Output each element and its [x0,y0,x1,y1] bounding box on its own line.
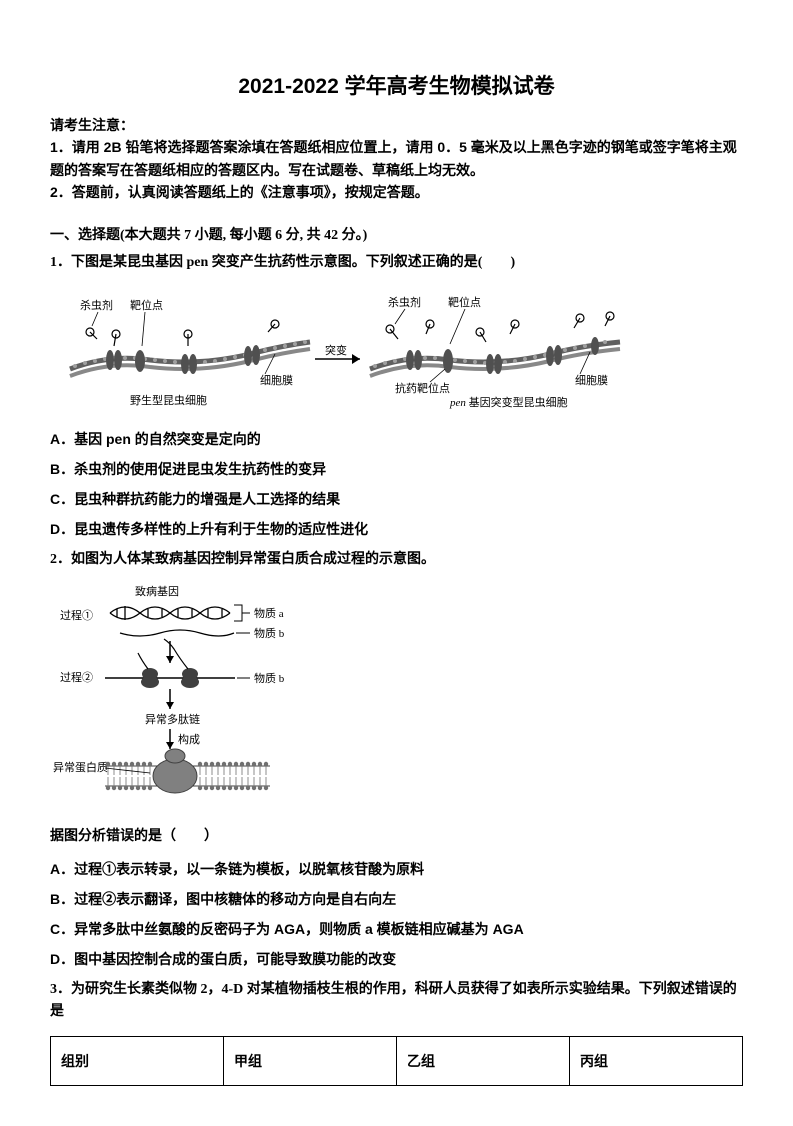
table-header-2: 乙组 [397,1036,570,1085]
svg-text:细胞膜: 细胞膜 [575,374,608,387]
svg-text:过程②: 过程② [60,671,93,684]
q2-option-c: C．异常多肽中丝氨酸的反密码子为 AGA，则物质 a 模板链相应碱基为 AGA [50,919,743,939]
svg-text:野生型昆虫细胞: 野生型昆虫细胞 [130,393,207,407]
svg-text:致病基因: 致病基因 [135,584,179,598]
svg-text:物质 b: 物质 b [254,671,285,685]
svg-text:抗药靶位点: 抗药靶位点 [395,381,450,395]
table-header-3: 丙组 [570,1036,743,1085]
notice-item-2: 2．答题前，认真阅读答题纸上的《注意事项》，按规定答题。 [50,181,743,203]
q3-table: 组别 甲组 乙组 丙组 [50,1036,743,1086]
q2-followup: 据图分析错误的是（ ） [50,826,743,848]
q1-option-d: D．昆虫遗传多样性的上升有利于生物的适应性进化 [50,519,743,539]
table-header-1: 甲组 [224,1036,397,1085]
q1-option-c: C．昆虫种群抗药能力的增强是人工选择的结果 [50,489,743,509]
svg-text:异常蛋白质: 异常蛋白质 [53,760,108,774]
svg-text:杀虫剂: 杀虫剂 [388,295,421,309]
notice-heading: 请考生注意： [50,114,743,136]
svg-text:过程①: 过程① [60,609,93,622]
section-1-heading: 一、选择题(本大题共 7 小题, 每小题 6 分, 共 42 分。) [50,224,743,244]
q2-stem: 2．如图为人体某致病基因控制异常蛋白质合成过程的示意图。 [50,549,743,571]
svg-text:细胞膜: 细胞膜 [260,374,293,387]
table-row: 组别 甲组 乙组 丙组 [51,1036,743,1085]
q1-option-b: B．杀虫剂的使用促进昆虫发生抗药性的变异 [50,459,743,479]
q1-option-a: A．基因 pen 的自然突变是定向的 [50,429,743,449]
svg-text:异常多肽链: 异常多肽链 [145,712,200,726]
svg-text:物质 a: 物质 a [254,606,284,620]
notice-item-1: 1．请用 2B 铅笔将选择题答案涂填在答题纸相应位置上，请用 0．5 毫米及以上… [50,136,743,181]
svg-text:突变: 突变 [325,343,347,357]
q1-stem: 1．下图是某昆虫基因 pen 突变产生抗药性示意图。下列叙述正确的是( ) [50,252,743,274]
q1-figure: 杀虫剂 靶位点 细胞膜 野生型昆虫细胞 突变 [50,284,743,419]
svg-text:靶位点: 靶位点 [130,298,163,312]
svg-text:构成: 构成 [178,732,200,746]
svg-text:靶位点: 靶位点 [448,295,481,309]
q3-stem: 3．为研究生长素类似物 2，4-D 对某植物插枝生根的作用，科研人员获得了如表所… [50,979,743,1024]
table-header-0: 组别 [51,1036,224,1085]
q2-option-d: D．图中基因控制合成的蛋白质，可能导致膜功能的改变 [50,949,743,969]
q2-option-b: B．过程②表示翻译，图中核糖体的移动方向是自右向左 [50,889,743,909]
svg-text:pen 基因突变型昆虫细胞: pen 基因突变型昆虫细胞 [449,395,568,409]
page-title: 2021-2022 学年高考生物模拟试卷 [50,70,743,100]
q2-option-a: A．过程①表示转录，以一条链为模板，以脱氧核苷酸为原料 [50,859,743,879]
svg-text:杀虫剂: 杀虫剂 [80,298,113,312]
q2-figure: 致病基因 物质 a 物质 b 过程① 过程② [50,581,743,816]
svg-text:物质 b: 物质 b [254,626,285,640]
